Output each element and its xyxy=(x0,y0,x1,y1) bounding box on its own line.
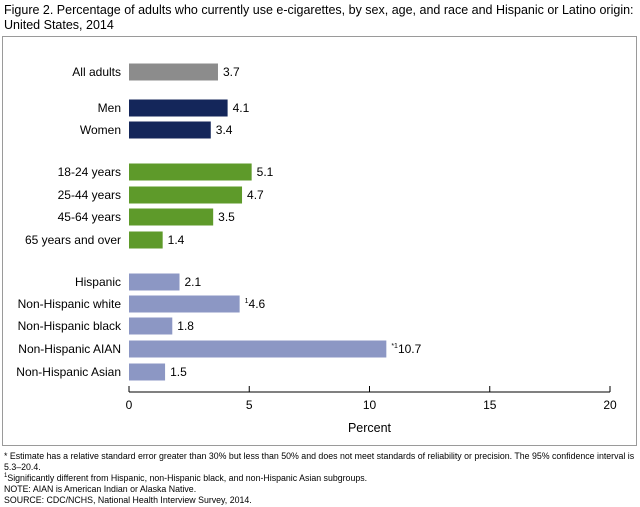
significance-footnote-mark: 1 xyxy=(4,473,8,480)
category-label: Non-Hispanic white xyxy=(18,297,122,311)
value-label: 4.7 xyxy=(247,188,264,202)
x-tick-label: 10 xyxy=(363,398,377,412)
bar xyxy=(129,99,228,117)
bar xyxy=(129,63,218,81)
category-label: 25-44 years xyxy=(58,188,121,202)
x-tick-label: 0 xyxy=(126,398,133,412)
estimate-footnote-line1: * Estimate has a relative standard error… xyxy=(4,451,635,461)
bar xyxy=(129,317,173,335)
category-label: Men xyxy=(98,101,121,115)
value-label: 1.5 xyxy=(170,365,187,379)
value-label: 5.1 xyxy=(257,165,274,179)
category-label: Non-Hispanic Asian xyxy=(16,365,121,379)
footnotes: * Estimate has a relative standard error… xyxy=(4,451,636,506)
category-label: 65 years and over xyxy=(25,233,121,247)
x-axis-title: Percent xyxy=(348,421,392,435)
x-tick-label: 15 xyxy=(483,398,497,412)
category-label: 18-24 years xyxy=(58,165,121,179)
category-label: Women xyxy=(80,123,121,137)
value-text: 4.6 xyxy=(249,297,266,311)
value-label: 1.8 xyxy=(177,319,194,333)
value-label: 4.1 xyxy=(233,101,250,115)
category-label: Non-Hispanic AIAN xyxy=(18,342,121,356)
estimate-footnote-line2: 5.3–20.4. xyxy=(4,462,41,472)
x-tick-label: 5 xyxy=(246,398,253,412)
value-label: 1.4 xyxy=(168,233,185,247)
aian-note: NOTE: AIAN is American Indian or Alaska … xyxy=(4,484,197,494)
x-tick-label: 20 xyxy=(603,398,617,412)
bar xyxy=(129,186,243,204)
bar xyxy=(129,295,240,313)
value-label: 3.5 xyxy=(218,210,235,224)
bar xyxy=(129,363,166,381)
bar xyxy=(129,163,252,181)
value-text: 10.7 xyxy=(398,342,422,356)
value-label: 2.1 xyxy=(185,275,202,289)
bar xyxy=(129,208,214,226)
value-label: 3.7 xyxy=(223,65,240,79)
significance-footnote-text: Significantly different from Hispanic, n… xyxy=(7,473,368,483)
value-marker: 1 xyxy=(245,298,249,305)
category-label: 45-64 years xyxy=(58,210,121,224)
bar xyxy=(129,340,387,358)
value-label: *110.7 xyxy=(391,342,421,356)
bar xyxy=(129,231,163,249)
source-note: SOURCE: CDC/NCHS, National Health Interv… xyxy=(4,495,252,505)
value-marker: *1 xyxy=(391,343,398,350)
value-label: 14.6 xyxy=(245,297,266,311)
chart-frame xyxy=(2,36,637,446)
value-label: 3.4 xyxy=(216,123,233,137)
bar xyxy=(129,121,211,139)
category-label: Non-Hispanic black xyxy=(18,319,122,333)
bar xyxy=(129,273,180,291)
category-label: Hispanic xyxy=(75,275,121,289)
significance-footnote: 1Significantly different from Hispanic, … xyxy=(4,473,636,484)
category-label: All adults xyxy=(72,65,121,79)
figure-title: Figure 2. Percentage of adults who curre… xyxy=(4,3,634,32)
